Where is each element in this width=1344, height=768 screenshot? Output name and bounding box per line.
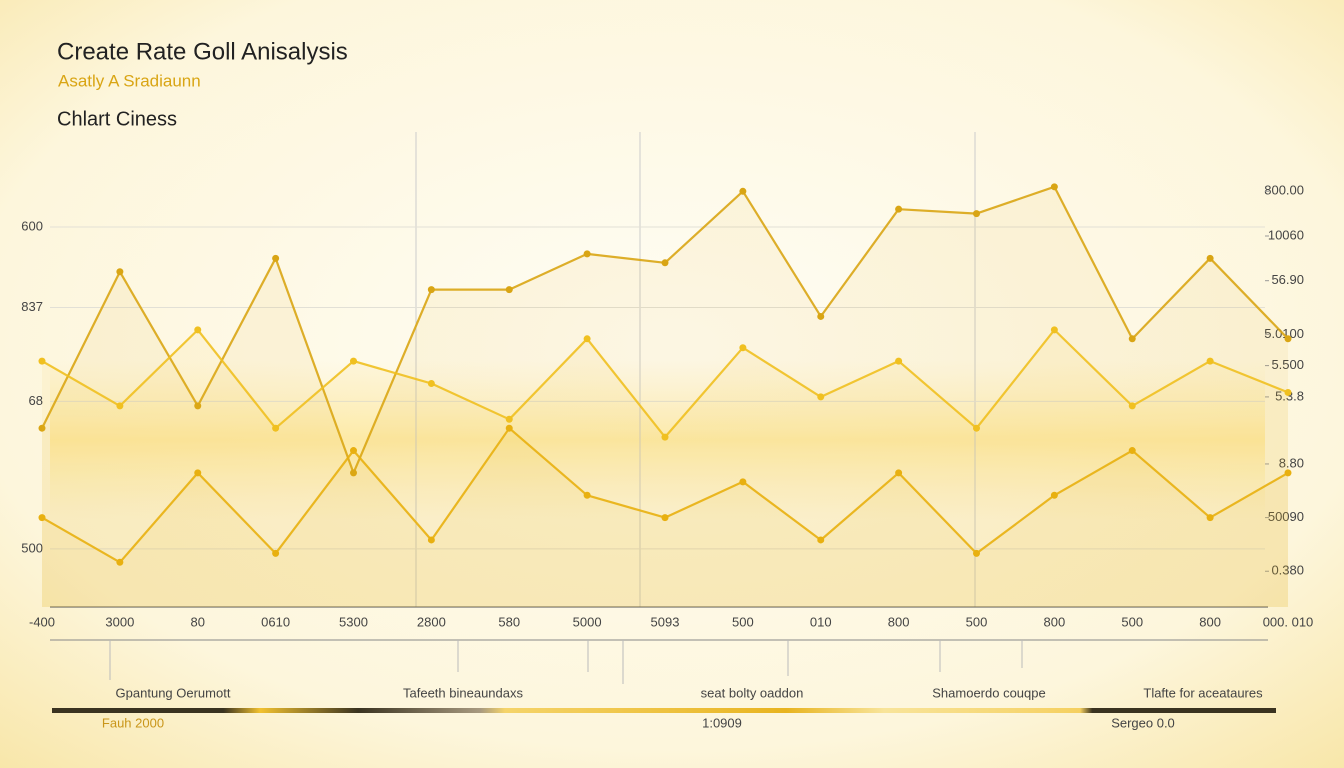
y2-tick-label: 56.90 <box>1271 272 1304 287</box>
x-tick-label: 800 <box>888 614 910 629</box>
x-tick-label: 2800 <box>417 614 446 629</box>
series-point <box>661 514 669 522</box>
series-point <box>895 357 903 365</box>
glow-band <box>50 360 1265 520</box>
series-point <box>1050 326 1058 334</box>
series-point <box>1206 254 1214 262</box>
footer-label: Tafeeth bineaundaxs <box>403 685 523 700</box>
x-tick-label: 500 <box>732 614 754 629</box>
series-point <box>272 549 280 557</box>
series-point <box>505 415 513 423</box>
footer-label: Tlafte for aceataures <box>1143 685 1263 700</box>
series-point <box>973 424 980 432</box>
series-point <box>739 187 747 195</box>
x-tick-label: -400 <box>29 614 55 629</box>
footer-bar <box>52 708 1276 713</box>
series-point <box>427 536 435 544</box>
series-point <box>583 250 591 258</box>
series-point <box>1284 469 1292 477</box>
series-point <box>194 326 202 334</box>
footer-note: 1:0909 <box>702 715 742 730</box>
series-area <box>42 329 1288 607</box>
series-point <box>1206 357 1214 365</box>
x-tick-label: 500 <box>1121 614 1143 629</box>
y2-tick-label: 5.3.8 <box>1275 388 1304 403</box>
section-label: Chlart Ciness <box>57 108 177 130</box>
series-point <box>1206 514 1214 522</box>
series-point <box>38 357 46 365</box>
footer-note: Fauh 2000 <box>102 715 164 730</box>
y-tick-label: 837 <box>21 299 43 314</box>
series-point <box>272 424 280 432</box>
chart-subtitle: Asatly A Sradiaunn <box>58 71 201 90</box>
series-point <box>1128 335 1136 343</box>
y2-tick-label: 800.00 <box>1264 183 1304 198</box>
series-point <box>1128 402 1136 410</box>
series-point <box>973 210 980 218</box>
footer-label: seat bolty oaddon <box>701 685 804 700</box>
x-tick-label: 3000 <box>105 614 134 629</box>
series-point <box>895 469 903 477</box>
x-tick-label: 0610 <box>261 614 290 629</box>
x-tick-label: 800 <box>1044 614 1066 629</box>
x-tick-label: 500 <box>966 614 988 629</box>
series-point <box>194 402 202 410</box>
series-point <box>427 286 435 294</box>
x-tick-label: 000. 010 <box>1263 614 1314 629</box>
series-point <box>1284 388 1292 396</box>
footer-label: Gpantung Oerumott <box>116 685 231 700</box>
series-point <box>739 478 747 486</box>
series-point <box>583 491 591 499</box>
y2-tick-label: 50090 <box>1268 509 1304 524</box>
series-point <box>895 205 903 213</box>
x-tick-label: 010 <box>810 614 832 629</box>
footer-label: Shamoerdo couqpe <box>932 685 1045 700</box>
footer: Gpantung Oerumott Tafeeth bineaundaxs se… <box>102 685 1263 730</box>
x-tick-label: 80 <box>191 614 205 629</box>
y2-tick-label: 8.80 <box>1279 455 1304 470</box>
y2-tick-label: 10060 <box>1268 227 1304 242</box>
x-tick-label: 800 <box>1199 614 1221 629</box>
y-tick-label: 500 <box>21 540 43 555</box>
drop-lines <box>109 640 1023 684</box>
y2-tick-label: 5.500 <box>1271 357 1304 372</box>
series-point <box>350 357 357 365</box>
series-point <box>1128 447 1136 455</box>
series-point <box>817 536 825 544</box>
chart-title: Create Rate Goll Anisalysis <box>57 38 348 65</box>
series-point <box>661 259 669 267</box>
series-point <box>350 469 357 477</box>
series-point <box>739 344 747 352</box>
y-tick-label: 600 <box>21 218 43 233</box>
x-tick-label: 5093 <box>651 614 680 629</box>
x-tick-label: 5300 <box>339 614 368 629</box>
series-point <box>973 549 980 557</box>
footer-note: Sergeo 0.0 <box>1111 715 1175 730</box>
series-point <box>583 335 591 343</box>
series-point <box>505 424 513 432</box>
series-point <box>38 424 46 432</box>
x-tick-label: 5000 <box>573 614 602 629</box>
series-point <box>1284 335 1292 343</box>
series-point <box>817 312 825 320</box>
series-area <box>42 186 1288 608</box>
series-point <box>1050 491 1058 499</box>
y2-tick-label: 0.380 <box>1271 563 1304 578</box>
series-point <box>272 254 280 262</box>
series-point <box>194 469 202 477</box>
series-point <box>817 393 825 401</box>
series-point <box>661 433 669 441</box>
series-point <box>116 268 124 276</box>
y-tick-label: 68 <box>29 393 43 408</box>
x-tick-label: 580 <box>498 614 520 629</box>
series-point <box>116 402 124 410</box>
series-point <box>427 380 435 387</box>
series-point <box>505 286 513 294</box>
series-point <box>116 558 124 566</box>
series-point <box>38 514 46 522</box>
series-point <box>1050 183 1058 191</box>
series-point <box>350 447 357 455</box>
